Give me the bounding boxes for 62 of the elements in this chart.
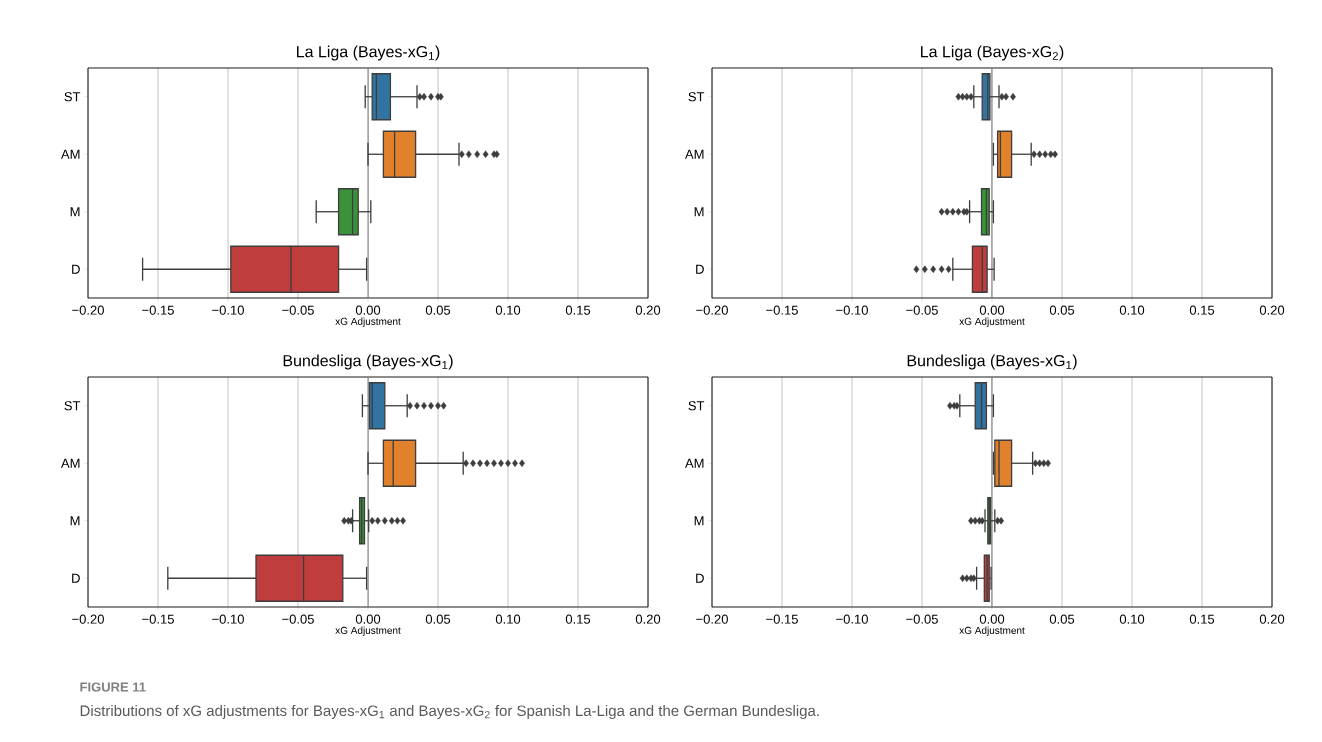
x-tick-label: 0.05: [425, 305, 451, 315]
x-tick-label: 0.15: [1189, 614, 1215, 624]
y-tick-label: M: [694, 207, 704, 217]
x-tick-label: 0.20: [635, 614, 661, 624]
chart-title: Bundesliga (Bayes-xG$_{1}$): [907, 354, 1077, 370]
x-tick-label: 0.05: [1049, 305, 1075, 315]
x-tick-label: 0.15: [1189, 305, 1215, 315]
x-axis-title: xG Adjustment: [959, 317, 1025, 327]
x-tick-label: 0.10: [1119, 614, 1145, 624]
x-tick-label: 0.15: [565, 305, 591, 315]
chart-title: La Liga (Bayes-xG$_{2}$): [921, 45, 1064, 61]
x-tick-label: −0.15: [142, 305, 174, 315]
chart-title: Bundesliga (Bayes-xG$_{1}$): [283, 354, 453, 370]
x-axis-title: xG Adjustment: [959, 626, 1025, 636]
x-tick-label: 0.20: [1259, 614, 1285, 624]
y-tick-label: ST: [64, 401, 81, 411]
y-tick-label: D: [696, 264, 704, 274]
y-tick-label: M: [694, 516, 704, 526]
x-tick-label: 0.10: [1119, 305, 1145, 315]
x-tick-label: −0.20: [696, 614, 728, 624]
x-tick-label: −0.10: [836, 305, 868, 315]
y-tick-label: M: [70, 516, 80, 526]
x-axis-title: xG Adjustment: [335, 626, 401, 636]
y-tick-label: M: [70, 207, 80, 217]
x-tick-label: −0.15: [766, 614, 798, 624]
x-tick-label: 0.00: [979, 614, 1005, 624]
x-tick-label: 0.00: [355, 305, 381, 315]
x-tick-label: −0.15: [766, 305, 798, 315]
x-tick-label: −0.20: [72, 614, 104, 624]
x-tick-label: −0.15: [142, 614, 174, 624]
y-tick-label: D: [72, 264, 80, 274]
y-tick-label: AM: [685, 458, 704, 468]
x-tick-label: 0.00: [355, 614, 381, 624]
x-tick-label: −0.10: [212, 614, 244, 624]
y-tick-label: ST: [688, 92, 705, 102]
x-tick-label: 0.10: [495, 305, 521, 315]
x-tick-label: 0.20: [1259, 305, 1285, 315]
caption: FIGURE 11: [80, 682, 146, 692]
x-tick-label: −0.20: [72, 305, 104, 315]
x-tick-label: −0.05: [282, 305, 314, 315]
text: Distributions of xG adjustments for Bayes-xG$_{1}$ and Bayes-xG$_{2}$ for Spanish La-Liga and the German Bundesliga.: [80, 705, 819, 719]
x-axis-title: xG Adjustment: [335, 317, 401, 327]
chart-title: La Liga (Bayes-xG$_{1}$): [297, 45, 440, 61]
x-tick-label: −0.20: [696, 305, 728, 315]
y-tick-label: D: [72, 573, 80, 583]
y-tick-label: ST: [64, 92, 81, 102]
x-tick-label: 0.15: [565, 614, 591, 624]
y-tick-label: AM: [61, 149, 80, 159]
x-tick-label: 0.00: [979, 305, 1005, 315]
x-tick-label: −0.10: [212, 305, 244, 315]
x-tick-label: −0.05: [906, 614, 938, 624]
y-tick-label: AM: [685, 149, 704, 159]
x-tick-label: −0.10: [836, 614, 868, 624]
x-tick-label: −0.05: [282, 614, 314, 624]
x-tick-label: −0.05: [906, 305, 938, 315]
x-tick-label: 0.20: [635, 305, 661, 315]
y-tick-label: D: [696, 573, 704, 583]
x-tick-label: 0.05: [425, 614, 451, 624]
x-tick-label: 0.10: [495, 614, 521, 624]
y-tick-label: ST: [688, 401, 705, 411]
x-tick-label: 0.05: [1049, 614, 1075, 624]
y-tick-label: AM: [61, 458, 80, 468]
